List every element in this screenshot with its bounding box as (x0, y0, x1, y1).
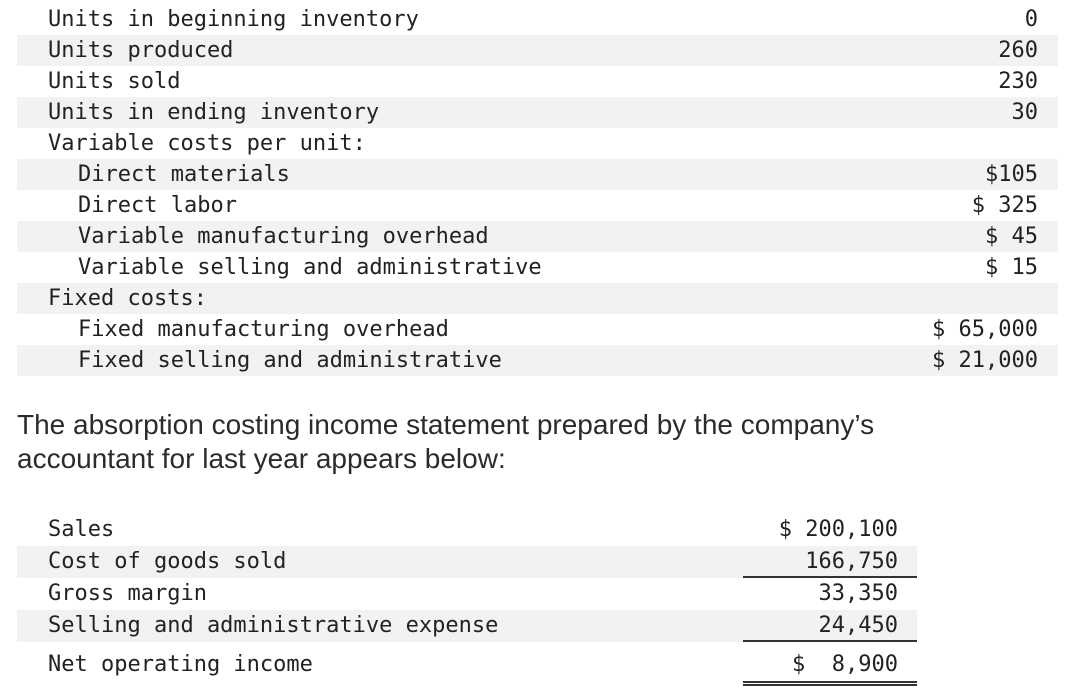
intro-paragraph: The absorption costing income statement … (17, 409, 875, 474)
table-row: Direct materials $105 (17, 159, 1058, 190)
table-row: Net operating income $ 8,900 (17, 642, 917, 686)
row-label: Fixed selling and administrative (78, 348, 502, 373)
table-row: Units in beginning inventory 0 (17, 4, 1058, 35)
row-label: Direct materials (78, 162, 290, 187)
row-value: 30 (1011, 100, 1039, 125)
row-value: $ 45 (985, 224, 1038, 249)
table-row: Units produced 260 (17, 35, 1058, 66)
row-label: Gross margin (48, 581, 207, 606)
row-label: Variable manufacturing overhead (78, 224, 489, 249)
table-row: Units sold 230 (17, 66, 1058, 97)
row-value: 0 (1024, 7, 1038, 32)
row-label: Units produced (48, 38, 234, 63)
row-label: Sales (48, 517, 115, 542)
row-value: 230 (998, 69, 1038, 94)
table-row: Sales $ 200,100 (17, 514, 917, 546)
table-row: Cost of goods sold 166,750 (17, 546, 917, 578)
row-label: Selling and administrative expense (48, 613, 499, 638)
row-label: Direct labor (78, 193, 237, 218)
row-label: Fixed manufacturing overhead (78, 317, 449, 342)
row-value: $ 65,000 (932, 317, 1038, 342)
table-row: Units in ending inventory 30 (17, 97, 1058, 128)
row-amount: 33,350 (818, 581, 898, 606)
row-label: Units in ending inventory (48, 100, 380, 125)
row-value: $ 15 (985, 255, 1038, 280)
row-amount: $ 8,900 (743, 642, 917, 686)
table-row: Fixed costs: (17, 283, 1058, 314)
table-row: Direct labor $ 325 (17, 190, 1058, 221)
row-label: Net operating income (48, 652, 313, 677)
table-row: Variable costs per unit: (17, 128, 1058, 159)
table-row: Selling and administrative expense 24,45… (17, 610, 917, 642)
income-statement-table: Sales $ 200,100 Cost of goods sold 166,7… (17, 514, 917, 686)
section-heading: Fixed costs: (48, 286, 207, 311)
table-row: Fixed selling and administrative $ 21,00… (17, 345, 1058, 376)
row-value: 260 (998, 38, 1038, 63)
row-label: Variable selling and administrative (78, 255, 542, 280)
table-row: Fixed manufacturing overhead $ 65,000 (17, 314, 1058, 345)
row-amount: 24,450 (743, 610, 917, 642)
row-value: $ 325 (971, 193, 1038, 218)
table-row: Gross margin 33,350 (17, 578, 917, 610)
table-row: Variable selling and administrative $ 15 (17, 252, 1058, 283)
row-value: $105 (985, 162, 1038, 187)
row-value: $ 21,000 (932, 348, 1038, 373)
row-label: Cost of goods sold (48, 549, 287, 574)
row-amount: 166,750 (743, 546, 917, 578)
table-row: Variable manufacturing overhead $ 45 (17, 221, 1058, 252)
row-label: Units sold (48, 69, 181, 94)
row-label: Units in beginning inventory (48, 7, 419, 32)
cost-data-table: Units in beginning inventory 0 Units pro… (17, 4, 1058, 376)
section-heading: Variable costs per unit: (48, 131, 366, 156)
row-amount: $ 200,100 (778, 517, 898, 542)
